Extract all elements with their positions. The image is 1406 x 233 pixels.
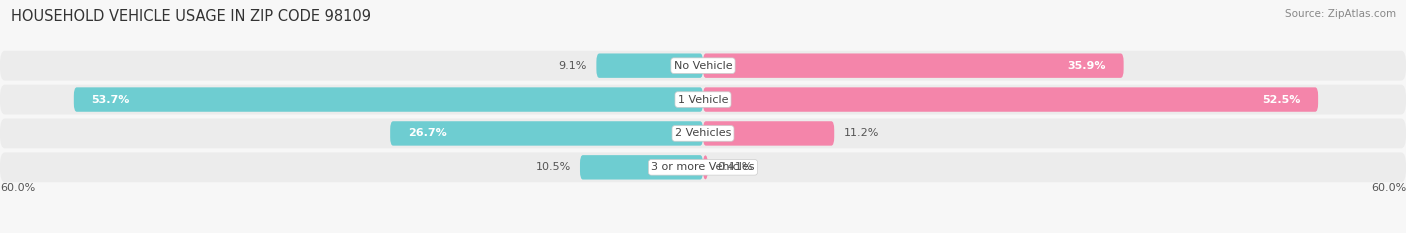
FancyBboxPatch shape bbox=[703, 155, 707, 180]
FancyBboxPatch shape bbox=[581, 155, 703, 180]
FancyBboxPatch shape bbox=[703, 87, 1319, 112]
Text: HOUSEHOLD VEHICLE USAGE IN ZIP CODE 98109: HOUSEHOLD VEHICLE USAGE IN ZIP CODE 9810… bbox=[11, 9, 371, 24]
Text: 0.41%: 0.41% bbox=[717, 162, 752, 172]
Text: 60.0%: 60.0% bbox=[1371, 183, 1406, 193]
FancyBboxPatch shape bbox=[703, 53, 1123, 78]
Text: 11.2%: 11.2% bbox=[844, 128, 879, 138]
FancyBboxPatch shape bbox=[73, 87, 703, 112]
Text: Source: ZipAtlas.com: Source: ZipAtlas.com bbox=[1285, 9, 1396, 19]
Text: 52.5%: 52.5% bbox=[1263, 95, 1301, 105]
FancyBboxPatch shape bbox=[391, 121, 703, 146]
Text: 2 Vehicles: 2 Vehicles bbox=[675, 128, 731, 138]
Text: 9.1%: 9.1% bbox=[558, 61, 588, 71]
Text: 35.9%: 35.9% bbox=[1067, 61, 1107, 71]
FancyBboxPatch shape bbox=[0, 119, 1406, 148]
FancyBboxPatch shape bbox=[0, 152, 1406, 182]
Text: 60.0%: 60.0% bbox=[0, 183, 35, 193]
Text: No Vehicle: No Vehicle bbox=[673, 61, 733, 71]
FancyBboxPatch shape bbox=[0, 85, 1406, 114]
Text: 3 or more Vehicles: 3 or more Vehicles bbox=[651, 162, 755, 172]
FancyBboxPatch shape bbox=[596, 53, 703, 78]
Text: 10.5%: 10.5% bbox=[536, 162, 571, 172]
Text: 26.7%: 26.7% bbox=[408, 128, 447, 138]
Text: 1 Vehicle: 1 Vehicle bbox=[678, 95, 728, 105]
FancyBboxPatch shape bbox=[703, 121, 834, 146]
FancyBboxPatch shape bbox=[0, 51, 1406, 81]
Text: 53.7%: 53.7% bbox=[91, 95, 129, 105]
